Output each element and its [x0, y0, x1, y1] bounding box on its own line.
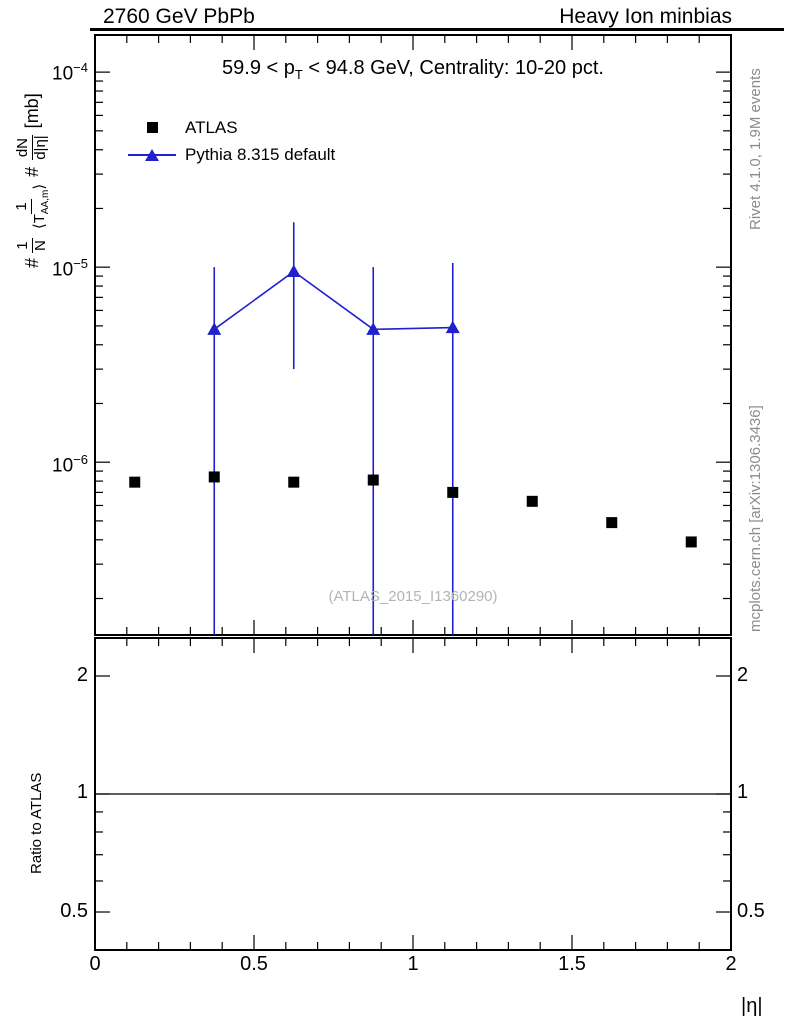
square-marker: [288, 476, 300, 488]
square-marker: [526, 495, 538, 507]
square-marker: [606, 517, 618, 529]
legend-label-atlas: ATLAS: [185, 117, 238, 137]
square-marker: [685, 536, 697, 548]
ratio-ytick-05-right: 0.5: [737, 900, 765, 922]
triangle-marker: [207, 322, 222, 335]
plot-title-sub: T: [294, 67, 303, 82]
ylabel-hash-1: #: [21, 257, 42, 268]
frac-num: 1: [13, 199, 32, 214]
ratio-y-axis-label: Ratio to ATLAS: [28, 772, 45, 874]
axis-ticks: [94, 35, 732, 951]
legend-marker-cell: [128, 122, 176, 133]
mcplots-arxiv-note: mcplots.cern.ch [arXiv:1306.3436]: [747, 405, 764, 632]
triangle-marker: [366, 322, 381, 335]
xtick-2: 2: [725, 953, 737, 975]
ratio-ytick-2-left: 2: [76, 664, 88, 686]
triangle-marker: [286, 264, 301, 277]
pythia-line: [213, 270, 453, 331]
plot-title-post: < 94.8 GeV, Centrality: 10-20 pct.: [302, 57, 604, 79]
legend: ATLAS Pythia 8.315 default: [128, 114, 335, 168]
rivet-version-note: Rivet 4.1.0, 1.9M events: [747, 68, 764, 230]
process-label: Heavy Ion minbias: [559, 5, 732, 28]
ratio-ytick-1-right: 1: [737, 781, 749, 803]
ytick-base: 10: [52, 455, 74, 477]
frac-num: 1: [14, 238, 33, 253]
legend-item-pythia: Pythia 8.315 default: [128, 141, 335, 168]
ytick-exp: −5: [73, 256, 88, 271]
xtick-1: 1: [407, 953, 419, 975]
square-marker: [129, 476, 141, 488]
x-axis-label: |η|: [741, 995, 763, 1017]
taa-subscript: AA,m: [39, 189, 51, 215]
analysis-watermark: (ATLAS_2015_I1360290): [328, 588, 498, 605]
plot-title-pre: 59.9 < p: [222, 57, 295, 79]
line-marker-icon: [128, 148, 176, 161]
square-marker-icon: [146, 122, 158, 133]
triangle-marker: [445, 320, 460, 334]
ytick-1e-6: 10−6: [30, 452, 88, 477]
triangle-marker-icon: [145, 148, 159, 161]
ylabel-hash-2: #: [21, 166, 42, 177]
ytick-exp: −4: [73, 60, 88, 75]
frac-num: dN: [14, 134, 33, 161]
beam-energy-label: 2760 GeV PbPb: [103, 5, 255, 28]
square-marker: [367, 474, 379, 486]
frac-den: ⟨TAA,m⟩: [30, 182, 51, 231]
taa-bracket-close: ⟩: [30, 183, 48, 190]
taa-bracket-open: ⟨T: [30, 214, 48, 230]
ylabel-frac-1overTAA: 1 ⟨TAA,m⟩: [13, 182, 51, 231]
ratio-ytick-2-right: 2: [737, 664, 749, 686]
panel-frames: [94, 34, 732, 951]
ytick-base: 10: [52, 63, 74, 85]
legend-item-atlas: ATLAS: [128, 114, 335, 141]
ytick-1e-5: 10−5: [30, 256, 88, 281]
ratio-ytick-1-left: 1: [76, 781, 88, 803]
legend-marker-cell: [128, 148, 176, 161]
ylabel-unit: [mb]: [21, 93, 42, 129]
xtick-05: 0.5: [240, 953, 268, 975]
xtick-15: 1.5: [558, 953, 586, 975]
ylabel-frac-dNdeta: dN d|η|: [14, 133, 49, 161]
header-rule: [90, 28, 784, 31]
square-marker: [208, 471, 220, 483]
ytick-1e-4: 10−4: [30, 60, 88, 85]
pythia-series: [207, 222, 460, 635]
ratio-ytick-05-left: 0.5: [60, 900, 88, 922]
ytick-base: 10: [52, 259, 74, 281]
square-marker: [447, 486, 459, 498]
legend-label-pythia: Pythia 8.315 default: [185, 144, 336, 164]
ytick-exp: −6: [73, 452, 88, 467]
frac-den: N: [31, 240, 49, 251]
plot-title: 59.9 < pT < 94.8 GeV, Centrality: 10-20 …: [95, 57, 731, 82]
frac-den: d|η|: [31, 135, 49, 160]
xtick-0: 0: [89, 953, 101, 975]
atlas-series: [129, 471, 697, 548]
